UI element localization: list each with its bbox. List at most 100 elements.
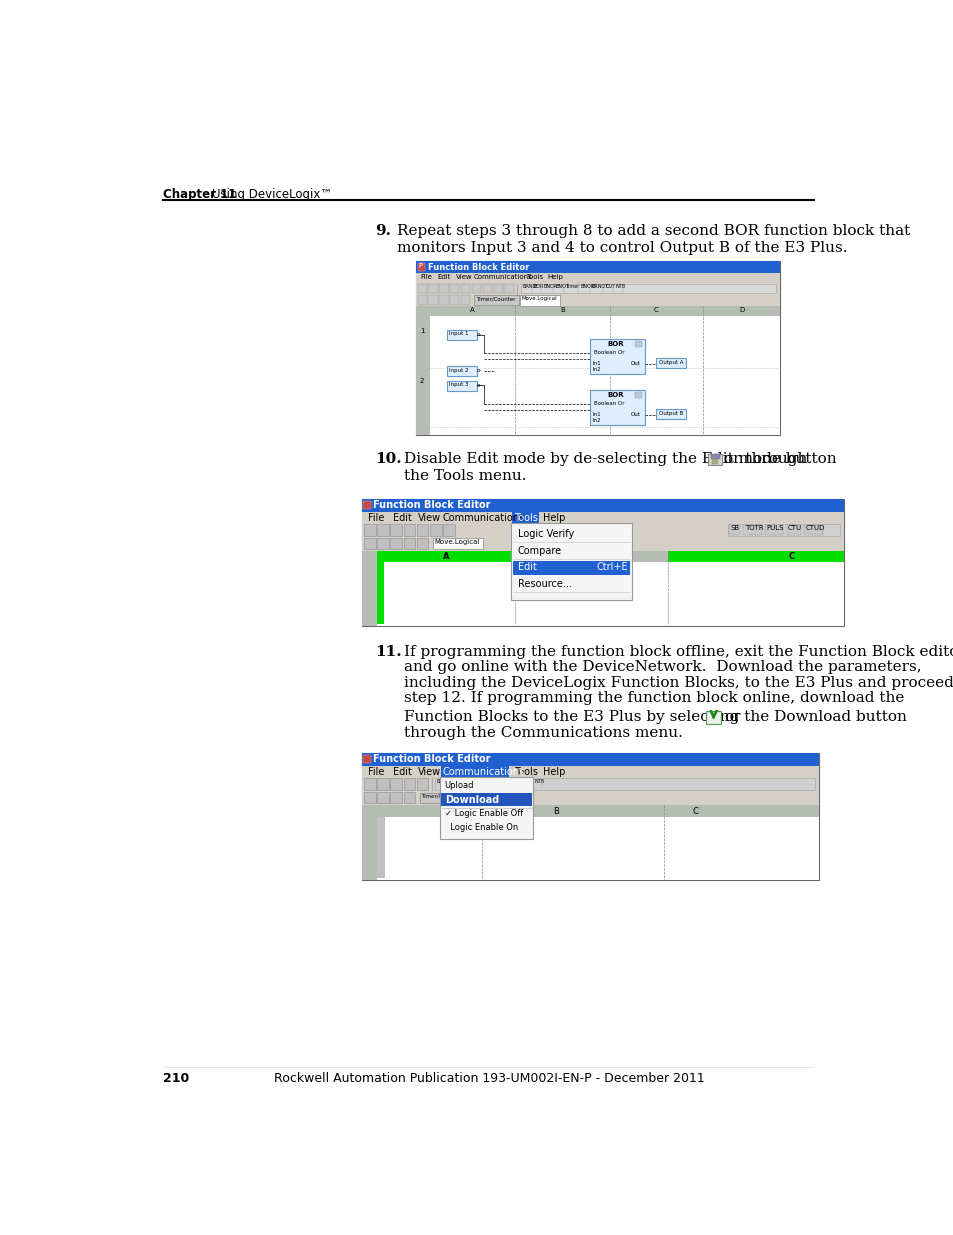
Bar xyxy=(364,537,375,550)
Text: Edit: Edit xyxy=(393,514,412,524)
Bar xyxy=(520,284,776,293)
Bar xyxy=(361,511,843,524)
Text: Boolean Or: Boolean Or xyxy=(594,350,624,354)
Bar xyxy=(447,366,476,377)
Bar xyxy=(403,778,415,789)
Bar xyxy=(439,284,448,293)
Text: CTU: CTU xyxy=(787,526,801,531)
Text: If programming the function block offline, exit the Function Block editor: If programming the function block offlin… xyxy=(404,645,953,658)
Bar xyxy=(656,409,685,419)
Bar xyxy=(416,306,780,316)
Text: Tools: Tools xyxy=(525,274,542,279)
Text: View: View xyxy=(456,274,472,279)
Text: BNOR: BNOR xyxy=(579,284,594,289)
Bar xyxy=(416,262,780,435)
Bar xyxy=(361,524,843,537)
Text: Help: Help xyxy=(547,274,562,279)
Text: BNOR: BNOR xyxy=(498,779,513,784)
Bar xyxy=(361,752,819,766)
Bar xyxy=(728,525,740,535)
Bar xyxy=(390,792,402,804)
Text: Communications: Communications xyxy=(442,514,524,524)
Bar xyxy=(450,284,459,293)
Bar xyxy=(377,551,515,562)
Text: NTB: NTB xyxy=(534,779,544,784)
Text: timer: timer xyxy=(566,284,579,289)
Text: Move.Logical: Move.Logical xyxy=(521,296,557,301)
Text: BAND: BAND xyxy=(521,284,536,289)
Text: BNOR: BNOR xyxy=(543,284,558,289)
Bar xyxy=(433,537,483,550)
Text: Ctrl+E: Ctrl+E xyxy=(596,562,627,573)
Bar xyxy=(361,805,819,816)
Bar xyxy=(361,805,377,879)
Bar xyxy=(711,459,718,464)
Text: File: File xyxy=(368,767,384,777)
Bar xyxy=(460,295,470,305)
Bar xyxy=(364,524,375,536)
Text: Timer/Counter: Timer/Counter xyxy=(476,296,515,301)
Text: Edit: Edit xyxy=(437,274,451,279)
Bar xyxy=(403,524,415,536)
Text: Help: Help xyxy=(542,514,565,524)
Bar xyxy=(428,295,437,305)
Text: o-: o- xyxy=(476,383,481,388)
Text: Function Block Editor: Function Block Editor xyxy=(373,500,491,510)
Bar xyxy=(390,778,402,789)
Text: In2: In2 xyxy=(592,367,600,372)
Bar xyxy=(439,777,533,839)
Bar xyxy=(377,524,389,536)
Bar xyxy=(361,777,819,792)
Text: PULS: PULS xyxy=(765,526,783,531)
Text: OUT: OUT xyxy=(523,779,534,784)
Text: D: D xyxy=(739,306,743,312)
Bar xyxy=(803,525,822,535)
Bar xyxy=(416,778,428,789)
Text: Function Blocks to the E3 Plus by selecting the Download button: Function Blocks to the E3 Plus by select… xyxy=(404,710,906,724)
Bar xyxy=(493,284,502,293)
Text: Input 1: Input 1 xyxy=(449,331,469,336)
Text: BOR: BOR xyxy=(534,284,543,289)
Text: monitors Input 3 and 4 to control Output B of the E3 Plus.: monitors Input 3 and 4 to control Output… xyxy=(396,241,846,254)
Text: Function Block Editor: Function Block Editor xyxy=(427,263,529,272)
Bar xyxy=(727,524,840,536)
Bar xyxy=(419,793,466,804)
Text: Move.Logical: Move.Logical xyxy=(435,540,479,546)
Bar xyxy=(377,537,389,550)
Bar xyxy=(390,524,402,536)
Bar xyxy=(656,358,685,368)
Bar xyxy=(361,551,843,562)
Text: File: File xyxy=(368,514,384,524)
Text: A: A xyxy=(442,552,449,562)
Bar xyxy=(377,562,843,626)
Bar xyxy=(416,524,428,536)
Text: P: P xyxy=(418,263,422,269)
Bar xyxy=(440,793,532,805)
Text: Resource...: Resource... xyxy=(517,579,571,589)
Bar xyxy=(430,524,441,536)
Bar xyxy=(417,295,427,305)
Text: Out: Out xyxy=(630,361,640,366)
Text: Edit: Edit xyxy=(517,562,536,573)
Bar xyxy=(361,499,843,626)
Bar xyxy=(416,294,780,306)
Bar xyxy=(634,391,641,398)
Text: 11.: 11. xyxy=(375,645,401,658)
Text: timer: timer xyxy=(484,779,497,784)
Bar xyxy=(416,537,428,550)
Bar xyxy=(377,792,389,804)
Text: and go online with the DeviceNetwork.  Download the parameters,: and go online with the DeviceNetwork. Do… xyxy=(404,661,922,674)
Text: including the DeviceLogix Function Blocks, to the E3 Plus and proceed to: including the DeviceLogix Function Block… xyxy=(404,676,953,689)
Text: Help: Help xyxy=(542,767,565,777)
Text: or: or xyxy=(723,710,740,724)
Text: TOTR: TOTR xyxy=(744,526,762,531)
Text: B: B xyxy=(552,806,558,815)
Text: 210: 210 xyxy=(163,1072,190,1086)
Bar xyxy=(430,316,780,435)
Text: 1: 1 xyxy=(419,327,424,333)
Bar xyxy=(377,778,389,789)
Text: Rockwell Automation Publication 193-UM002I-EN-P - December 2011: Rockwell Automation Publication 193-UM00… xyxy=(274,1072,703,1086)
Bar xyxy=(417,284,427,293)
Text: Move.Logical: Move.Logical xyxy=(468,793,504,798)
Text: the Tools menu.: the Tools menu. xyxy=(404,469,526,483)
